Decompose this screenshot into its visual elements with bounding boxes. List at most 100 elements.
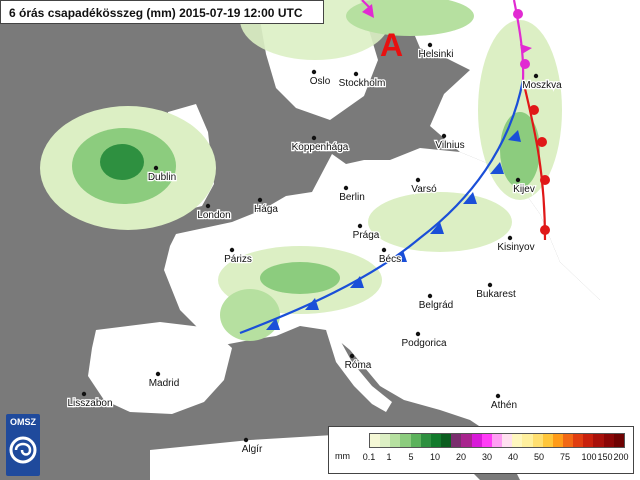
legend-swatch — [461, 434, 472, 447]
legend-swatch — [420, 434, 431, 447]
high-pressure-label: A — [380, 27, 403, 63]
legend-swatch — [400, 434, 411, 447]
city-label: Madrid — [149, 378, 180, 389]
city-label: Kijev — [513, 184, 535, 195]
city-marker — [415, 177, 421, 183]
city-marker — [495, 393, 501, 399]
city-marker — [81, 391, 87, 397]
city-marker — [415, 331, 421, 337]
city-marker — [243, 437, 249, 443]
city-label: London — [197, 210, 230, 221]
legend-swatch — [410, 434, 421, 447]
warm-front — [521, 79, 550, 241]
legend-tick-label: 75 — [559, 452, 571, 462]
city-label: Lisszabon — [67, 398, 112, 409]
city-marker — [507, 235, 513, 241]
legend-swatch — [491, 434, 503, 447]
legend-swatch — [430, 434, 442, 447]
city-label: Helsinki — [418, 49, 453, 60]
city-marker — [515, 177, 521, 183]
city-marker — [257, 197, 263, 203]
city-label: Hága — [254, 204, 278, 215]
city-marker — [311, 135, 317, 141]
city-marker — [353, 71, 359, 77]
city-marker — [381, 247, 387, 253]
legend-tick-label: 5 — [408, 452, 414, 462]
legend-swatch — [471, 434, 482, 447]
city-label: Moszkva — [522, 80, 562, 91]
land-italy — [326, 330, 392, 412]
legend-swatch — [613, 434, 624, 447]
legend-swatch — [573, 434, 584, 447]
title-box: 6 órás csapadékösszeg (mm) 2015-07-19 12… — [0, 0, 324, 24]
city-label: Róma — [345, 360, 372, 371]
precipitation-legend: mm 0.1 1 5 10 20 30 40 50 75 100 150 200 — [328, 426, 634, 474]
swirl-icon — [9, 436, 37, 464]
occluded-front — [361, 0, 532, 81]
legend-tick-label: 1 — [386, 452, 392, 462]
legend-tick-label: 100 — [581, 452, 597, 462]
legend-swatch — [532, 434, 543, 447]
legend-swatch — [481, 434, 492, 447]
city-marker — [357, 223, 363, 229]
city-label: Algír — [242, 444, 263, 455]
legend-tick-label: 40 — [507, 452, 519, 462]
city-label: Oslo — [310, 76, 331, 87]
city-label: Prága — [353, 230, 380, 241]
city-label: Belgrád — [419, 300, 453, 311]
city-label: Vilnius — [435, 140, 464, 151]
legend-color-bar — [369, 433, 625, 448]
map-title: 6 órás csapadékösszeg (mm) 2015-07-19 12… — [9, 6, 303, 20]
city-label: Párizs — [224, 254, 252, 265]
legend-swatch — [522, 434, 533, 447]
legend-tick-label: 10 — [429, 452, 441, 462]
legend-tick-label: 0.1 — [362, 452, 376, 462]
city-marker — [229, 247, 235, 253]
city-label: Bécs — [379, 254, 401, 265]
city-marker — [205, 203, 211, 209]
legend-tick-label: 20 — [455, 452, 467, 462]
city-marker — [427, 293, 433, 299]
legend-unit: mm — [335, 451, 350, 461]
legend-swatch — [441, 434, 452, 447]
city-label: Bukarest — [476, 289, 516, 300]
city-marker — [343, 185, 349, 191]
city-label: Stockholm — [339, 78, 386, 89]
city-labels: Helsinki Oslo Stockholm Moszkva Koppenhága Vi… — [66, 42, 563, 456]
legend-swatch — [542, 434, 553, 447]
legend-swatch — [512, 434, 523, 447]
city-label: Varsó — [411, 184, 437, 195]
omsz-logo: OMSZ — [6, 414, 40, 476]
legend-swatch — [370, 434, 381, 447]
city-label: Athén — [491, 400, 517, 411]
legend-swatch — [562, 434, 574, 447]
city-marker — [533, 73, 539, 79]
legend-swatch — [380, 434, 391, 447]
legend-tick-label: 150 — [597, 452, 613, 462]
legend-swatch — [502, 434, 513, 447]
city-marker — [427, 42, 433, 48]
legend-swatch — [451, 434, 462, 447]
legend-swatch — [390, 434, 401, 447]
city-label: Berlin — [339, 192, 365, 203]
city-label: Kisinyov — [497, 242, 534, 253]
legend-swatch — [603, 434, 614, 447]
legend-tick-label: 30 — [481, 452, 493, 462]
legend-tick-label: 50 — [533, 452, 545, 462]
city-marker — [441, 133, 447, 139]
land-iberia — [88, 322, 232, 414]
city-marker — [487, 282, 493, 288]
city-label: Koppenhága — [292, 142, 349, 153]
legend-ticks: 0.1 1 5 10 20 30 40 50 75 100 150 200 — [329, 452, 635, 466]
city-marker — [349, 353, 355, 359]
legend-swatch — [552, 434, 563, 447]
city-label: Podgorica — [401, 338, 446, 349]
logo-text: OMSZ — [10, 417, 36, 427]
legend-swatch — [593, 434, 604, 447]
city-marker — [153, 165, 159, 171]
city-marker — [155, 371, 161, 377]
cold-front — [239, 79, 525, 335]
legend-swatch — [583, 434, 594, 447]
land-continent — [164, 148, 640, 480]
